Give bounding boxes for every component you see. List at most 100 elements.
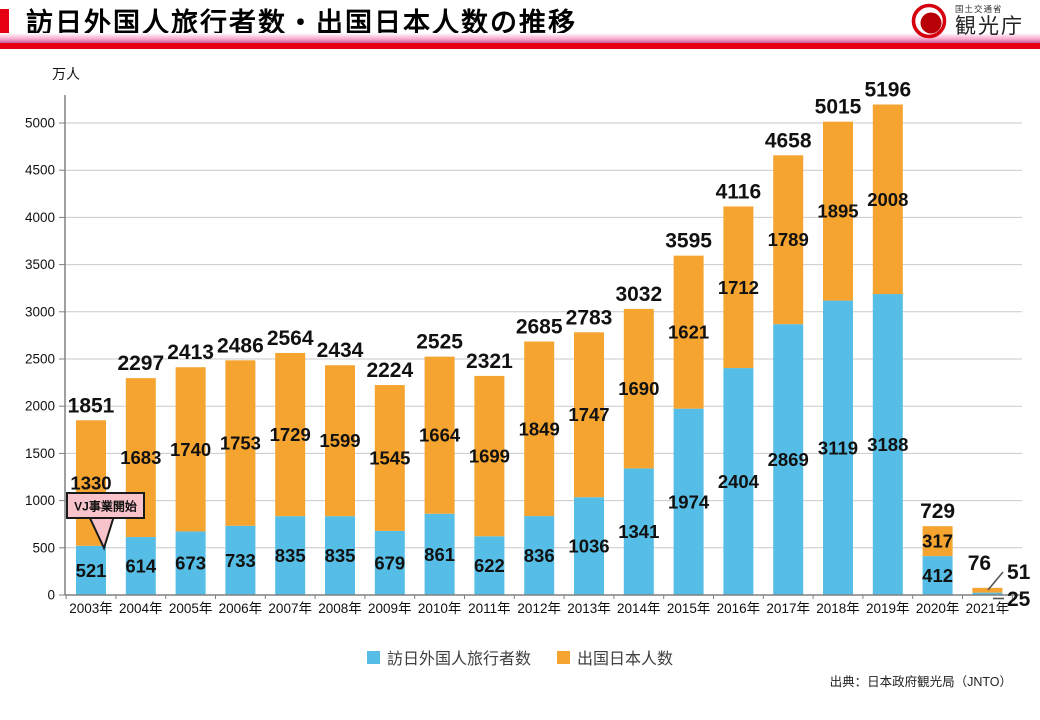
x-tick-label: 2016年 (717, 601, 761, 616)
total-label-2008年: 2434 (317, 339, 364, 362)
bar-inbound-2017年 (773, 324, 804, 595)
total-label-2021年: 76 (968, 552, 991, 575)
x-tick-label: 2014年 (617, 601, 661, 616)
x-tick-label: 2011年 (468, 601, 511, 616)
logo-agency-label: 観光庁 (955, 14, 1024, 38)
outbound-label-2019年: 2008 (867, 189, 908, 210)
y-axis-unit-label: 万人 (52, 66, 80, 82)
y-tick-label: 0 (47, 588, 55, 603)
jta-logo-text: 国土交通省 観光庁 (955, 5, 1024, 37)
x-tick-label: 2012年 (517, 601, 561, 616)
inbound-label-2017年: 2869 (768, 449, 809, 470)
total-label-2012年: 2685 (516, 316, 563, 339)
y-tick-label: 3000 (25, 304, 55, 319)
y-tick-label: 3500 (25, 257, 55, 272)
total-label-2019年: 5196 (864, 78, 911, 101)
outbound-label-2010年: 1664 (419, 425, 461, 446)
outbound-label-2005年: 1740 (170, 439, 211, 460)
inbound-label-2021年: 25 (1007, 588, 1031, 611)
bar-outbound-2012年 (524, 341, 555, 517)
y-tick-label: 4500 (25, 163, 55, 178)
legend-swatch-outbound-icon (557, 650, 570, 664)
legend-item-visitors: 訪日外国人旅行者数 (366, 645, 531, 669)
outbound-label-2021年: 51 (1007, 561, 1031, 584)
inbound-label-2014年: 1341 (618, 521, 659, 542)
jta-logo-icon (911, 3, 947, 39)
y-tick-label: 500 (32, 540, 55, 555)
total-label-2005年: 2413 (167, 341, 214, 364)
x-tick-label: 2006年 (219, 601, 263, 616)
total-label-2020年: 729 (920, 500, 955, 523)
outbound-label-2018年: 1895 (817, 201, 858, 222)
inbound-label-2015年: 1974 (668, 491, 710, 512)
inbound-label-2011年: 622 (474, 555, 505, 576)
inbound-label-2003年: 521 (76, 560, 107, 581)
inbound-label-2016年: 2404 (718, 471, 760, 492)
bar-outbound-2017年 (773, 155, 804, 325)
header-gradient-band (0, 33, 1040, 43)
legend-swatch-visitors-icon (366, 650, 380, 664)
outbound-label-2004年: 1683 (120, 447, 161, 468)
y-tick-label: 5000 (25, 116, 55, 131)
bar-inbound-2013年 (574, 497, 604, 595)
bar-outbound-2013年 (574, 332, 604, 498)
x-tick-label: 2013年 (567, 601, 611, 616)
total-label-2017年: 4658 (765, 129, 812, 152)
header-red-line (0, 43, 1040, 49)
x-tick-label: 2010年 (418, 601, 462, 616)
x-tick-label: 2017年 (766, 601, 810, 616)
bar-outbound-2020年 (922, 526, 953, 557)
inbound-label-2008年: 835 (325, 545, 356, 566)
bar-outbound-2010年 (424, 356, 455, 514)
x-tick-label: 2018年 (816, 601, 860, 616)
leader-line-outbound (987, 571, 1004, 591)
annotation-box (66, 492, 145, 519)
total-label-2009年: 2224 (366, 359, 413, 382)
outbound-label-2016年: 1712 (718, 277, 759, 298)
header-accent-bar (0, 9, 9, 47)
bar-inbound-2006年 (225, 525, 256, 595)
inbound-label-2009年: 679 (374, 552, 405, 573)
bar-inbound-2020年 (922, 556, 953, 595)
bar-outbound-2019年 (872, 104, 903, 295)
bar-outbound-2018年 (823, 121, 853, 301)
inbound-label-2010年: 861 (424, 544, 455, 565)
outbound-label-2011年: 1699 (469, 446, 510, 467)
total-label-2013年: 2783 (566, 306, 613, 329)
x-tick-label: 2021年 (966, 601, 1010, 616)
total-label-2007年: 2564 (267, 327, 314, 350)
bar-outbound-2007年 (275, 352, 306, 517)
x-tick-label: 2015年 (667, 601, 711, 616)
bar-outbound-2009年 (374, 385, 405, 531)
x-tick-label: 2008年 (318, 601, 362, 616)
total-label-2006年: 2486 (217, 334, 264, 357)
x-tick-label: 2019年 (866, 601, 910, 616)
inbound-label-2005年: 673 (175, 553, 206, 574)
x-tick-label: 2009年 (368, 601, 412, 616)
bar-inbound-2014年 (623, 468, 654, 595)
total-label-2004年: 2297 (117, 352, 164, 375)
jta-logo: 国土交通省 観光庁 (911, 1, 1024, 41)
total-label-2011年: 2321 (466, 350, 513, 373)
source-note: 出典：日本政府観光局（JNTO） (829, 675, 1012, 689)
inbound-label-2006年: 733 (225, 550, 256, 571)
bar-inbound-2004年 (125, 537, 156, 595)
outbound-label-2020年: 317 (922, 531, 953, 552)
chart-legend: 訪日外国人旅行者数 出国日本人数 (0, 645, 1040, 669)
outbound-label-2003年: 1330 (70, 473, 111, 494)
outbound-label-2007年: 1729 (270, 424, 311, 445)
x-tick-label: 2007年 (268, 601, 312, 616)
x-tick-label: 2020年 (916, 601, 960, 616)
bar-outbound-2011年 (474, 375, 505, 537)
bar-outbound-2006年 (225, 360, 256, 526)
total-label-2016年: 4116 (716, 180, 762, 203)
bar-inbound-2021年 (972, 592, 1003, 595)
inbound-label-2020年: 412 (922, 565, 953, 586)
bar-outbound-2015年 (673, 255, 704, 409)
total-label-2018年: 5015 (815, 96, 862, 119)
bar-outbound-2021年 (972, 587, 1003, 593)
y-tick-label: 2000 (25, 399, 55, 414)
inbound-label-2013年: 1036 (568, 536, 609, 557)
total-label-2015年: 3595 (665, 230, 712, 253)
